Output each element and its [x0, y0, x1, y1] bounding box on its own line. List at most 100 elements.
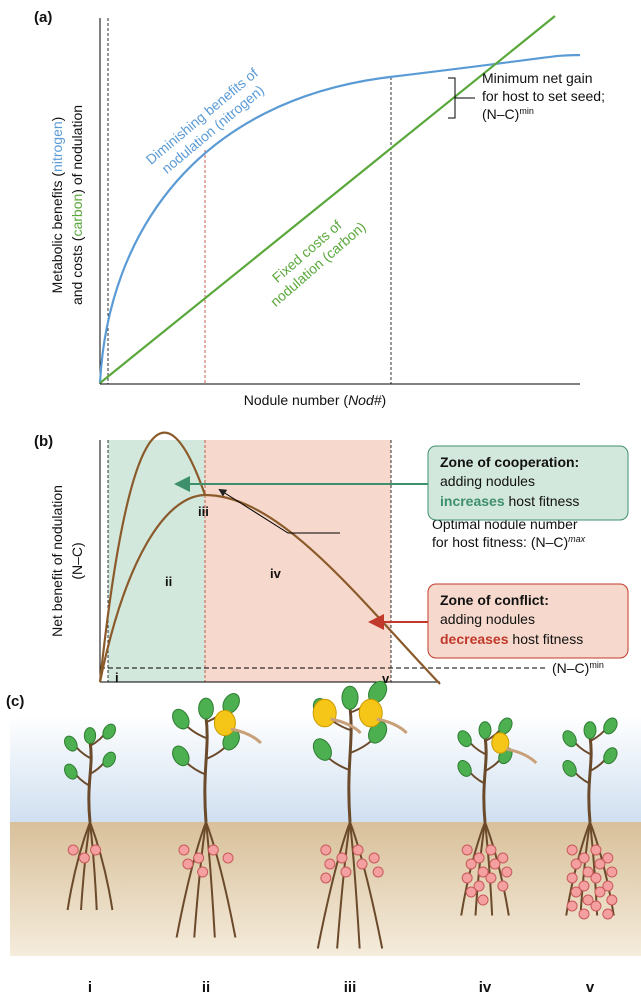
nodule: [497, 852, 509, 864]
nodule: [566, 872, 578, 884]
pod: [376, 717, 408, 735]
label-part: Metabolic benefits (: [49, 172, 65, 294]
nodule: [578, 908, 590, 920]
annotation: for host fitness: (N–C)max: [432, 534, 586, 550]
point-label: iii: [198, 504, 209, 519]
leaf: [172, 745, 190, 767]
label-part: host fitness: [509, 631, 584, 647]
nodule: [461, 872, 473, 884]
nodule: [485, 872, 497, 884]
panel-label: (a): [34, 9, 52, 26]
label-part: host fitness: [505, 493, 580, 509]
nodule: [340, 866, 352, 878]
soil: [10, 822, 641, 956]
flower: [491, 732, 510, 754]
nodule: [590, 872, 602, 884]
box-title: Zone of cooperation:: [440, 454, 579, 470]
pod: [506, 747, 538, 765]
nodule: [602, 852, 614, 864]
root: [316, 821, 351, 949]
nodule: [566, 844, 578, 856]
nodule: [222, 852, 234, 864]
leaf: [64, 735, 78, 752]
nodule: [594, 886, 606, 898]
nodule: [67, 844, 79, 856]
plants: [64, 680, 618, 949]
nodule: [368, 852, 380, 864]
root: [474, 821, 486, 916]
root: [66, 821, 91, 911]
cost-line: [99, 15, 556, 384]
leaf: [583, 721, 597, 740]
label-part: Nod#: [348, 392, 382, 408]
nodule: [570, 886, 582, 898]
flower: [213, 709, 236, 737]
point-label: i: [115, 670, 119, 685]
nodule: [193, 852, 205, 864]
emphasis: increases: [440, 493, 505, 509]
stem: [587, 736, 593, 823]
leaf: [198, 697, 214, 720]
nodule: [320, 872, 332, 884]
root: [579, 821, 591, 916]
leaf: [603, 747, 618, 765]
root: [89, 821, 98, 911]
nodule: [594, 858, 606, 870]
flower: [312, 698, 337, 728]
leaf: [478, 721, 492, 740]
label-sup: min: [589, 660, 604, 670]
nodule: [465, 858, 477, 870]
nodule: [197, 866, 209, 878]
nodule: [336, 852, 348, 864]
nodule: [501, 866, 513, 878]
conflict-zone: [205, 440, 391, 682]
root: [80, 821, 91, 911]
nodule: [485, 844, 497, 856]
box-text: decreases host fitness: [440, 631, 583, 647]
nodule: [566, 900, 578, 912]
conflict-box: [427, 583, 629, 659]
stem: [87, 741, 93, 823]
nodule: [182, 858, 194, 870]
leaf: [341, 685, 359, 710]
root: [349, 821, 384, 949]
nodule: [461, 844, 473, 856]
panel-label: (c): [6, 693, 24, 710]
nodule: [178, 844, 190, 856]
plant-label: v: [586, 979, 595, 996]
leaf: [562, 730, 577, 748]
benefit-curve: [98, 53, 581, 384]
stem: [347, 706, 353, 823]
cooperation-box: [427, 445, 629, 521]
label-part: and costs (: [69, 236, 85, 305]
nodule: [320, 844, 332, 856]
nodule: [324, 858, 336, 870]
panel-label: (b): [34, 433, 53, 450]
box-text: adding nodules: [440, 473, 535, 489]
root: [89, 821, 114, 911]
label-part: carbon: [69, 194, 85, 237]
pod: [230, 727, 262, 745]
y-axis-label: Metabolic benefits (nitrogen): [49, 117, 65, 294]
nodule: [497, 880, 509, 892]
label-part: for host fitness: (N–C): [432, 534, 568, 550]
nodule: [578, 880, 590, 892]
point-label: iv: [270, 566, 282, 581]
plant-label: ii: [202, 979, 210, 996]
nodule: [473, 852, 485, 864]
nodule: [590, 900, 602, 912]
annotation-sup: min: [519, 106, 534, 116]
nodule: [352, 844, 364, 856]
annotation-text: (N–C): [482, 106, 519, 122]
label-part: ): [49, 117, 65, 122]
bracket: [448, 77, 475, 119]
label-part: nitrogen: [49, 121, 65, 172]
y-axis-label: (N–C): [69, 542, 85, 579]
nodule: [90, 844, 102, 856]
root: [484, 821, 494, 916]
nodule: [207, 844, 219, 856]
root: [205, 821, 216, 938]
label-part: Nodule number (: [244, 392, 349, 408]
nodule: [465, 886, 477, 898]
nodule: [372, 866, 384, 878]
